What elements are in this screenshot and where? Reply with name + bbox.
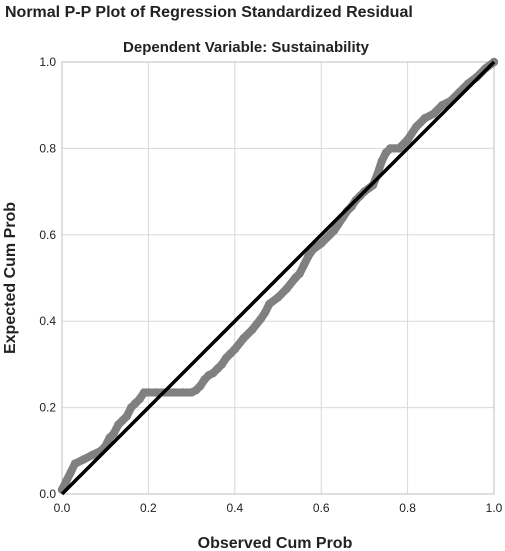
y-tick-label: 0.8 <box>39 141 56 155</box>
x-tick-label: 0.4 <box>226 501 243 515</box>
y-axis-title: Expected Cum Prob <box>2 202 19 354</box>
chart-subtitle: Dependent Variable: Sustainability <box>123 39 370 56</box>
y-tick-label: 0.6 <box>39 228 56 242</box>
x-tick-label: 0.6 <box>313 501 330 515</box>
observed-points <box>57 57 499 494</box>
y-tick-label: 0.2 <box>39 401 56 415</box>
x-tick-labels: 0.0 0.2 0.4 0.6 0.8 1.0 <box>54 501 503 515</box>
x-tick-label: 0.0 <box>54 501 71 515</box>
observed-points-band <box>58 58 498 494</box>
x-tick-label: 1.0 <box>486 501 503 515</box>
x-axis-title: Observed Cum Prob <box>198 535 353 551</box>
x-tick-label: 0.2 <box>140 501 157 515</box>
chart-title: Normal P-P Plot of Regression Standardiz… <box>5 4 413 21</box>
y-tick-labels: 0.0 0.2 0.4 0.6 0.8 1.0 <box>39 55 56 501</box>
y-tick-label: 0.4 <box>39 314 56 328</box>
y-tick-label: 1.0 <box>39 55 56 69</box>
reference-line <box>60 60 496 496</box>
y-tick-label: 0.0 <box>39 487 56 501</box>
plot-area-border <box>61 61 495 495</box>
x-tick-label: 0.8 <box>399 501 416 515</box>
